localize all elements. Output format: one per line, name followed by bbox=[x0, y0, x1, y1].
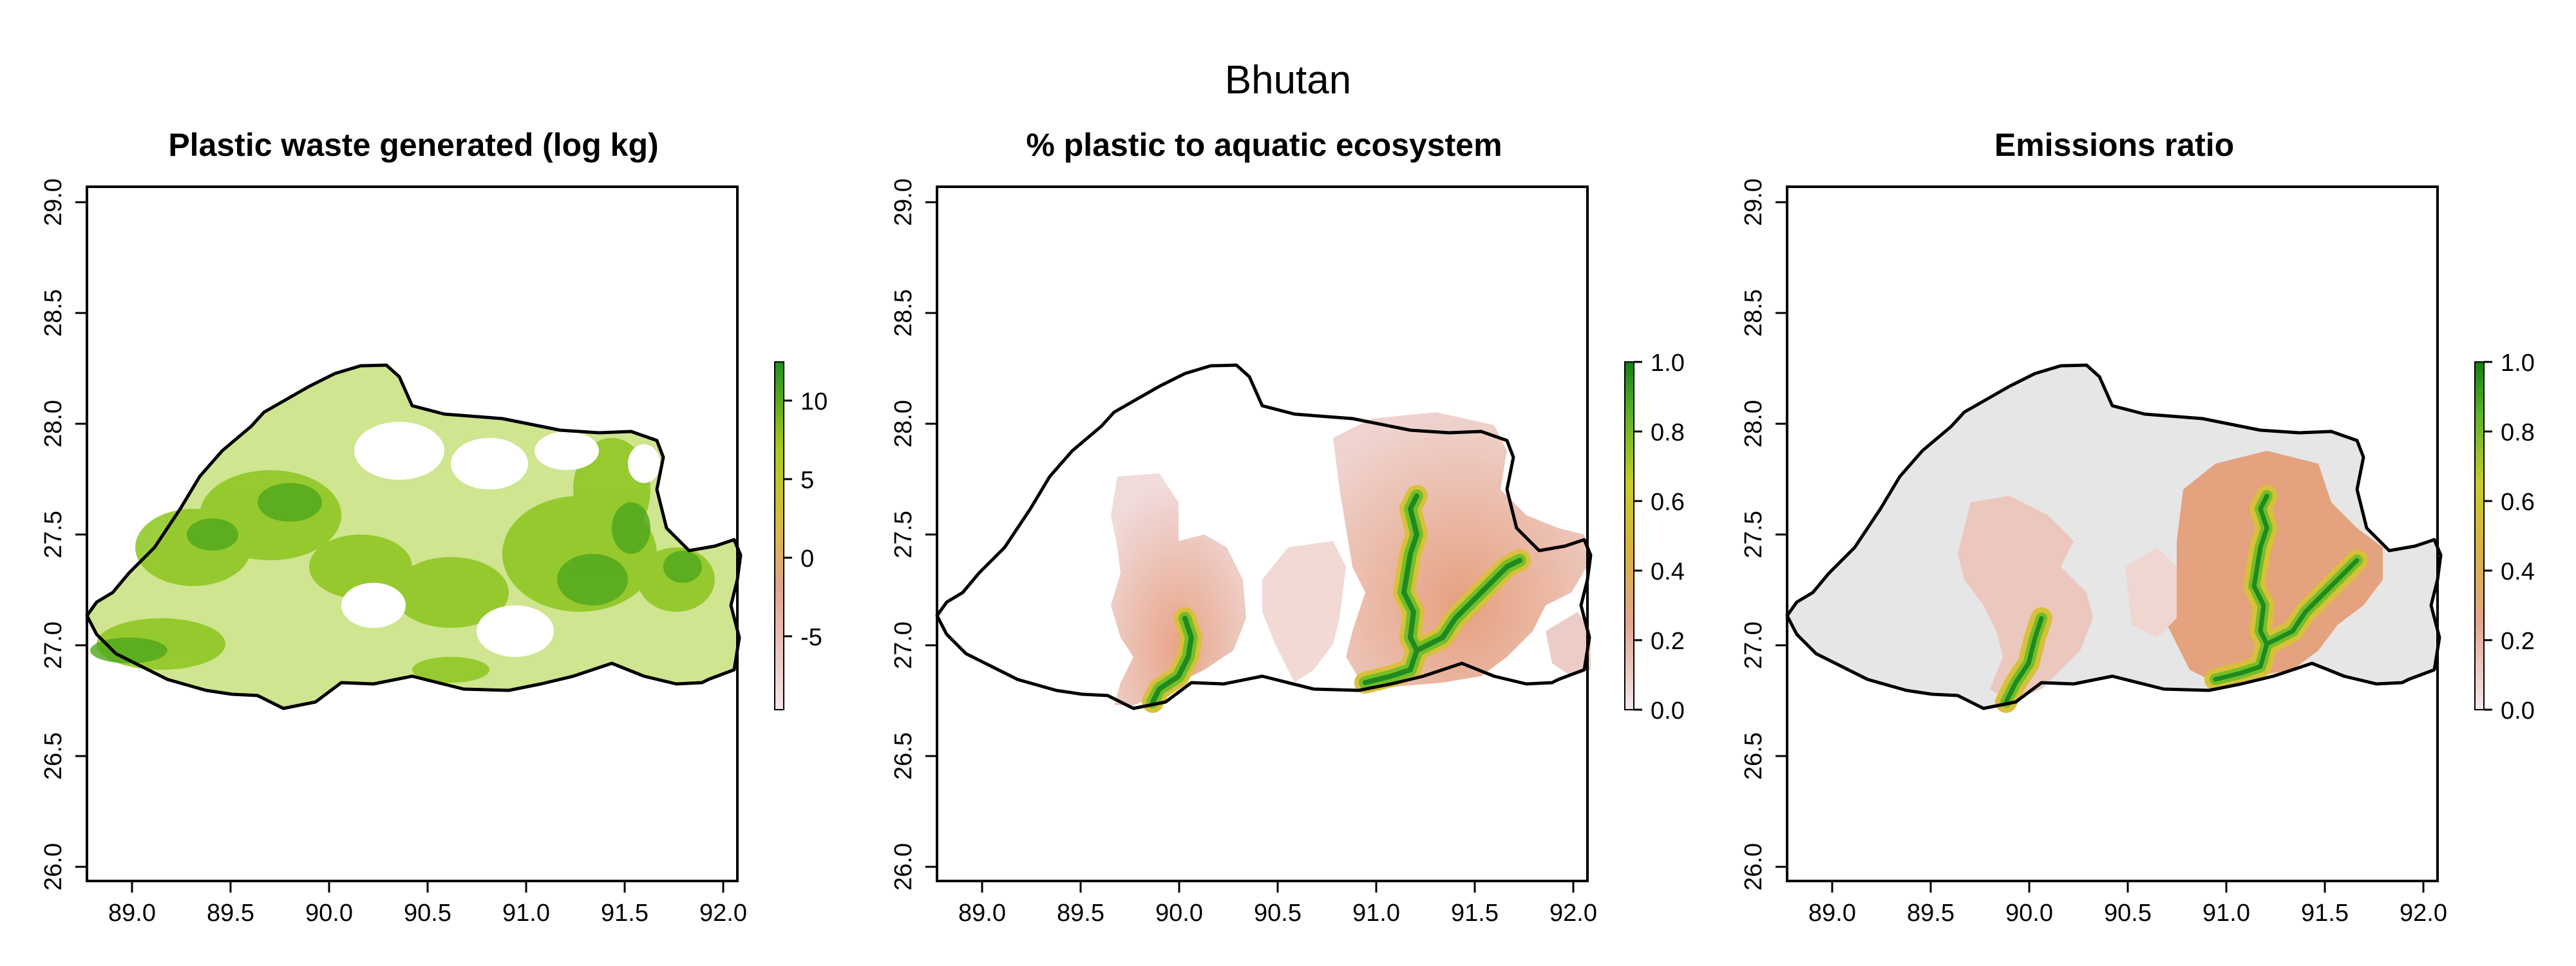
panel-title: Plastic waste generated (log kg) bbox=[168, 127, 658, 163]
panel-title: % plastic to aquatic ecosystem bbox=[1026, 127, 1502, 163]
legend-tick-label: 0.8 bbox=[1651, 419, 1685, 446]
figure-title: Bhutan bbox=[1225, 58, 1352, 102]
map-area bbox=[1787, 365, 2441, 713]
legend: 1.0 0.8 0.6 0.4 0.2 0.0 bbox=[2474, 350, 2535, 724]
panel-title: Emissions ratio bbox=[1994, 127, 2234, 163]
x-tick-label: 91.0 bbox=[1352, 900, 1400, 927]
legend: 1.0 0.8 0.6 0.4 0.2 0.0 bbox=[1624, 350, 1685, 724]
y-tick-label: 27.5 bbox=[40, 511, 67, 558]
legend-colorbar bbox=[774, 361, 784, 710]
legend: 10 5 0 -5 bbox=[774, 361, 828, 710]
x-tick-label: 89.5 bbox=[1907, 900, 1955, 927]
x-tick-label: 90.0 bbox=[305, 900, 353, 927]
panel-emissions-ratio: Emissions ratio bbox=[1740, 127, 2535, 927]
country-border bbox=[935, 363, 1593, 710]
x-tick-label: 92.0 bbox=[2400, 900, 2447, 927]
panel-aquatic-fraction: % plastic to aquatic ecosystem bbox=[890, 127, 1685, 927]
y-tick-label: 28.5 bbox=[40, 289, 67, 337]
x-tick-label: 89.0 bbox=[108, 900, 156, 927]
x-tick-label: 90.5 bbox=[404, 900, 451, 927]
ratio-basin-mid bbox=[2125, 547, 2177, 638]
x-axis: 89.0 89.5 90.0 90.5 91.0 91.5 92.0 bbox=[958, 881, 1597, 927]
legend-tick-label: 10 bbox=[800, 388, 828, 415]
x-tick-label: 92.0 bbox=[699, 900, 747, 927]
legend-tick-label: 0.2 bbox=[1651, 628, 1685, 655]
x-tick-label: 91.5 bbox=[601, 900, 649, 927]
y-tick-label: 27.5 bbox=[1740, 511, 1767, 558]
y-tick-label: 28.0 bbox=[1740, 400, 1767, 448]
x-tick-label: 89.0 bbox=[958, 900, 1006, 927]
y-tick-label: 28.0 bbox=[890, 400, 917, 448]
ratio-river-channels bbox=[1995, 485, 2368, 713]
x-tick-label: 92.0 bbox=[1549, 900, 1597, 927]
y-tick-label: 26.5 bbox=[890, 732, 917, 780]
y-tick-label: 27.0 bbox=[890, 621, 917, 669]
y-tick-label: 27.0 bbox=[1740, 621, 1767, 669]
x-tick-label: 91.5 bbox=[1451, 900, 1499, 927]
x-axis: 89.0 89.5 90.0 90.5 91.0 91.5 92.0 bbox=[108, 881, 747, 927]
legend-tick-label: 1.0 bbox=[2501, 350, 2535, 377]
country-border bbox=[1785, 363, 2443, 710]
x-tick-label: 90.5 bbox=[2104, 900, 2152, 927]
y-tick-label: 27.0 bbox=[40, 621, 67, 669]
y-axis: 26.0 26.5 27.0 27.5 28.0 28.5 29.0 bbox=[1740, 178, 1787, 891]
map-area bbox=[87, 365, 741, 708]
legend-tick-label: 0.4 bbox=[2501, 558, 2535, 585]
y-tick-label: 28.5 bbox=[890, 289, 917, 337]
legend-tick-label: 0.6 bbox=[1651, 489, 1685, 516]
legend-tick-label: -5 bbox=[800, 624, 822, 651]
ratio-basin-east bbox=[2164, 451, 2383, 683]
river-channels bbox=[1142, 485, 1531, 713]
y-tick-label: 26.5 bbox=[1740, 732, 1767, 780]
y-tick-label: 29.0 bbox=[40, 178, 67, 226]
legend-tick-label: 1.0 bbox=[1651, 350, 1685, 377]
legend-colorbar bbox=[2474, 361, 2485, 710]
legend-tick-label: 0.8 bbox=[2501, 419, 2535, 446]
y-tick-label: 27.5 bbox=[890, 511, 917, 558]
x-tick-label: 90.0 bbox=[2005, 900, 2053, 927]
waste-gaps bbox=[341, 422, 660, 657]
y-tick-label: 29.0 bbox=[890, 178, 917, 226]
y-tick-label: 28.0 bbox=[40, 400, 67, 448]
y-tick-label: 26.0 bbox=[40, 843, 67, 891]
y-axis: 26.0 26.5 27.0 27.5 28.0 28.5 29.0 bbox=[40, 178, 87, 891]
x-tick-label: 89.5 bbox=[207, 900, 254, 927]
y-tick-label: 26.0 bbox=[890, 843, 917, 891]
ratio-basin-west bbox=[1958, 496, 2093, 702]
panel-waste: Plastic waste generated (log kg) bbox=[40, 127, 828, 927]
legend-tick-label: 0.0 bbox=[1651, 697, 1685, 724]
x-tick-label: 89.0 bbox=[1808, 900, 1856, 927]
basin-east bbox=[1333, 412, 1591, 689]
basin-far-east bbox=[1546, 612, 1591, 676]
basin-west bbox=[1111, 473, 1246, 705]
y-tick-label: 26.5 bbox=[40, 732, 67, 780]
legend-tick-label: 0.2 bbox=[2501, 628, 2535, 655]
x-tick-label: 91.0 bbox=[502, 900, 550, 927]
legend-tick-label: 0.6 bbox=[2501, 489, 2535, 516]
x-tick-label: 91.0 bbox=[2202, 900, 2250, 927]
country-border bbox=[85, 363, 743, 710]
x-tick-label: 90.5 bbox=[1254, 900, 1302, 927]
legend-tick-label: 0.0 bbox=[2501, 697, 2535, 724]
legend-tick-label: 0 bbox=[800, 545, 814, 573]
y-tick-label: 26.0 bbox=[1740, 843, 1767, 891]
waste-strong-cells bbox=[90, 483, 702, 663]
basin-central bbox=[1262, 541, 1346, 683]
legend-colorbar bbox=[1624, 361, 1634, 710]
y-axis: 26.0 26.5 27.0 27.5 28.0 28.5 29.0 bbox=[890, 178, 937, 891]
x-axis: 89.0 89.5 90.0 90.5 91.0 91.5 92.0 bbox=[1808, 881, 2447, 927]
x-tick-label: 91.5 bbox=[2301, 900, 2349, 927]
legend-tick-label: 5 bbox=[800, 467, 814, 494]
x-tick-label: 89.5 bbox=[1057, 900, 1104, 927]
legend-tick-label: 0.4 bbox=[1651, 558, 1685, 585]
y-tick-label: 29.0 bbox=[1740, 178, 1767, 226]
x-tick-label: 90.0 bbox=[1155, 900, 1203, 927]
y-tick-label: 28.5 bbox=[1740, 289, 1767, 337]
map-area bbox=[1111, 412, 1591, 713]
